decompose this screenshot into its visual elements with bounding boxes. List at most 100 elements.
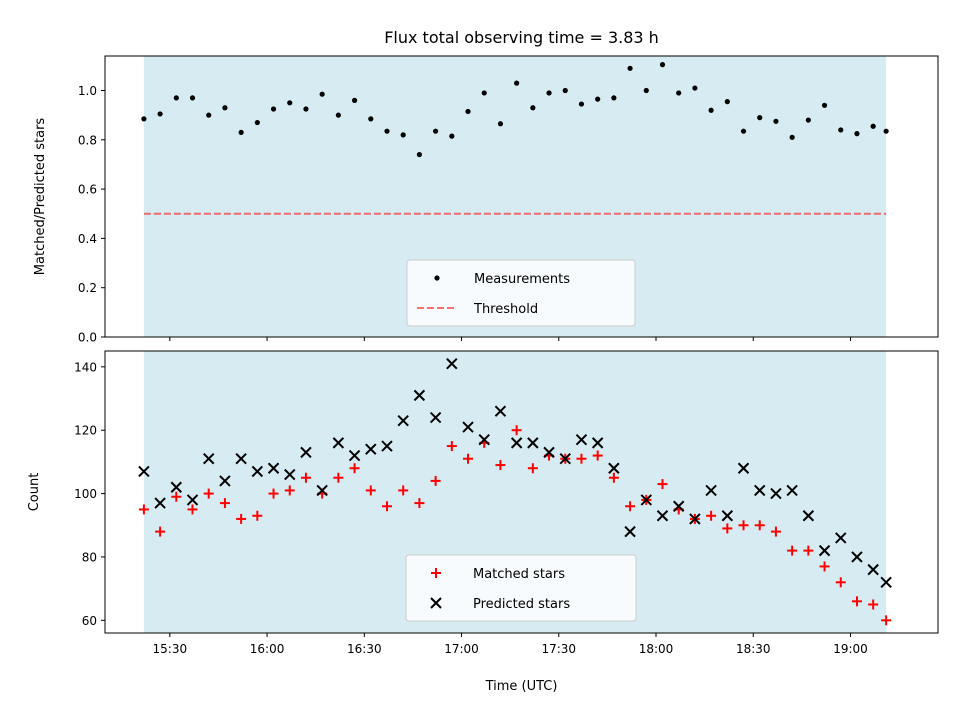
measurement-point <box>384 128 390 134</box>
matched-star-point <box>722 523 733 534</box>
y-tick-label: 0.8 <box>78 133 97 147</box>
measurement-point <box>433 128 439 134</box>
measurement-point <box>805 117 811 123</box>
matched-star-point <box>706 510 717 521</box>
measurement-point <box>789 134 795 140</box>
cross-marker-b <box>835 532 847 544</box>
measurement-point <box>578 101 585 107</box>
matched-star-point <box>495 460 506 471</box>
predicted-star-point <box>802 510 815 522</box>
matched-star-point <box>851 596 862 607</box>
ratio-panel: 0.0 0.2 0.4 0.6 0.8 1.0 Measurements Threshol… <box>33 28 939 345</box>
matched-star-point <box>738 520 749 531</box>
matched-star-point <box>868 599 879 610</box>
measurement-point <box>595 96 601 102</box>
measurement-point <box>335 112 341 118</box>
cross-marker-b <box>818 544 831 557</box>
predicted-star-points <box>138 357 892 589</box>
measurement-point <box>627 65 633 71</box>
legend-measurements-marker <box>434 275 440 281</box>
cross-marker-b <box>138 465 150 478</box>
measurement-point <box>530 105 536 111</box>
count-y-axis-label: Count <box>27 473 42 512</box>
matched-star-point <box>398 485 409 496</box>
x-tick-label: 15:30 <box>153 642 188 656</box>
cross-marker-b <box>267 462 280 474</box>
cross-marker-b <box>689 513 701 525</box>
measurement-point <box>611 95 617 101</box>
ratio-legend-box <box>406 259 636 327</box>
predicted-star-point <box>510 437 523 449</box>
measurement-point <box>821 102 828 108</box>
predicted-star-point <box>705 484 717 497</box>
measurement-point <box>189 95 196 101</box>
cross-marker-b <box>867 563 879 576</box>
predicted-star-point <box>494 405 507 417</box>
predicted-star-point <box>835 532 847 544</box>
legend-matched-marker <box>431 568 441 578</box>
predicted-star-point <box>170 481 183 493</box>
measurement-point <box>400 132 406 138</box>
measurement-point <box>724 99 730 105</box>
matched-star-point <box>187 504 198 515</box>
predicted-star-point <box>267 462 280 474</box>
count-plot-frame <box>104 350 939 634</box>
measurement-point <box>270 106 277 112</box>
y-tick-label: 100 <box>74 487 97 501</box>
cross-marker-b <box>786 484 798 497</box>
matched-star-point <box>446 441 457 452</box>
cross-marker-b <box>300 446 312 459</box>
cross-marker-b <box>284 468 296 481</box>
predicted-star-point <box>462 421 474 433</box>
measurement-point <box>254 119 260 126</box>
matched-star-point <box>381 501 392 512</box>
measurement-point <box>368 116 374 122</box>
measurement-point <box>351 97 358 103</box>
measurement-point <box>708 107 714 113</box>
x-tick-label: 19:00 <box>833 642 868 656</box>
measurement-point <box>757 115 763 121</box>
predicted-star-point <box>754 484 766 497</box>
cross-marker-b <box>510 437 523 449</box>
cross-marker-b <box>672 500 685 512</box>
count-y-ticks: 60 80 100 120 140 <box>74 360 105 628</box>
predicted-star-point <box>316 484 328 497</box>
x-tick-label: 16:00 <box>250 642 285 656</box>
predicted-star-point <box>348 449 361 462</box>
count-legend: Matched stars Predicted stars <box>405 554 637 622</box>
cross-marker-b <box>170 481 183 493</box>
x-tick-label: 16:30 <box>347 642 382 656</box>
predicted-star-point <box>624 525 636 538</box>
cross-marker-b <box>203 453 215 465</box>
predicted-star-point <box>446 357 458 370</box>
measurement-point <box>222 105 228 111</box>
ratio-y-axis-label: Matched/Predicted stars <box>33 118 48 276</box>
y-tick-label: 0.2 <box>78 281 97 295</box>
predicted-star-point <box>721 510 734 522</box>
cross-marker-b <box>880 576 892 589</box>
x-tick-label: 17:30 <box>541 642 576 656</box>
predicted-star-point <box>786 484 798 497</box>
measurement-point <box>883 128 889 134</box>
predicted-star-point <box>203 453 215 465</box>
count-x-ticks: 15:30 16:00 16:30 17:00 17:30 18:00 18:30 19:00 <box>153 633 868 656</box>
predicted-star-point <box>770 487 782 500</box>
matched-star-point <box>333 472 344 483</box>
x-tick-label: 18:00 <box>639 642 674 656</box>
measurement-point <box>319 91 325 97</box>
cross-marker-b <box>624 525 636 538</box>
cross-marker-b <box>219 475 231 487</box>
matched-star-point <box>300 472 311 483</box>
cross-marker-b <box>413 389 426 402</box>
y-tick-label: 0.6 <box>78 183 97 197</box>
cross-marker-b <box>802 510 815 522</box>
measurement-point <box>497 121 504 127</box>
predicted-star-point <box>608 462 620 474</box>
matched-star-point <box>819 561 830 572</box>
predicted-star-point <box>381 440 393 452</box>
cross-marker-b <box>332 437 345 449</box>
predicted-star-point <box>219 475 231 487</box>
cross-marker-b <box>494 405 507 417</box>
